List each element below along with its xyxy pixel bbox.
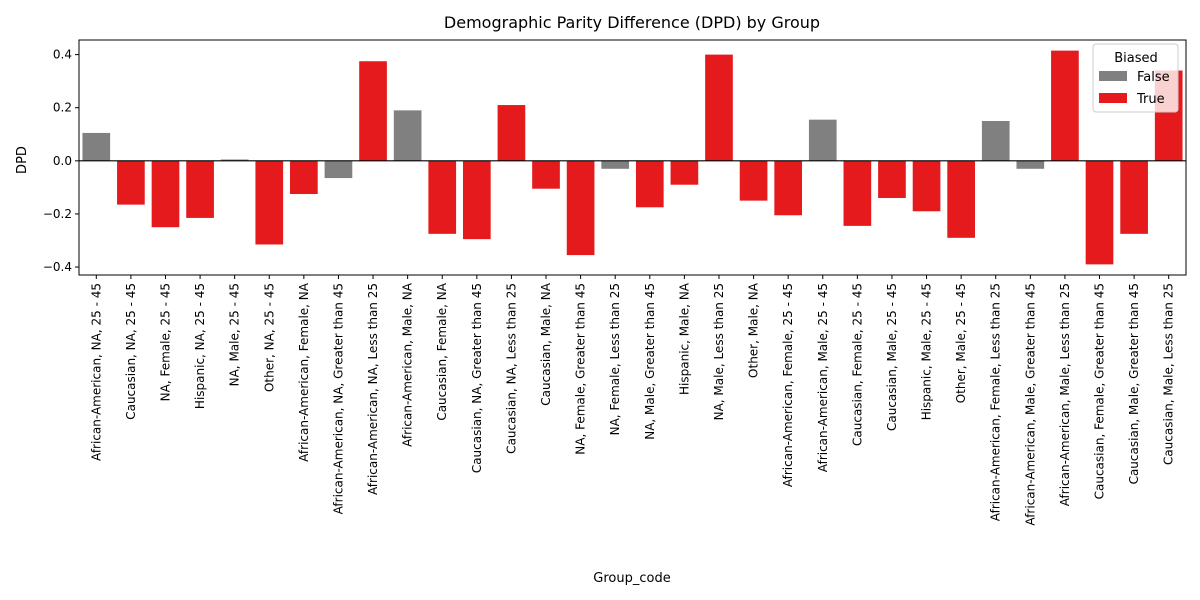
bar-10 — [428, 160, 457, 234]
y-tick-label: −0.2 — [43, 207, 72, 221]
bar-13 — [532, 160, 560, 189]
x-tick-label: NA, Male, 25 - 45 — [228, 283, 242, 386]
x-tick-label: Caucasian, Female, 25 - 45 — [850, 283, 864, 446]
bar-12 — [497, 105, 526, 161]
bar-2 — [151, 160, 180, 228]
x-tick-label: Caucasian, Male, Greater than 45 — [1127, 283, 1141, 484]
bar-15 — [601, 160, 630, 169]
bars-group — [82, 50, 1183, 265]
bar-27 — [1016, 160, 1045, 169]
y-tick-label: 0.0 — [53, 154, 72, 168]
x-tick-label: Caucasian, Male, 25 - 45 — [885, 283, 899, 431]
x-tick-label: African-American, Female, 25 - 45 — [781, 283, 795, 487]
x-tick-label: African-American, NA, 25 - 45 — [89, 283, 103, 461]
x-tick-label: Other, NA, 25 - 45 — [262, 283, 276, 392]
x-tick-label: Hispanic, Male, NA — [677, 282, 691, 395]
x-tick-label: Caucasian, NA, 25 - 45 — [124, 283, 138, 420]
bar-26 — [981, 120, 1010, 161]
x-tick-label: NA, Female, 25 - 45 — [158, 283, 172, 401]
x-tick-label: Caucasian, NA, Less than 25 — [504, 283, 518, 454]
x-axis: African-American, NA, 25 - 45 Caucasian, … — [89, 275, 1176, 526]
chart-title: Demographic Parity Difference (DPD) by G… — [444, 13, 820, 32]
x-tick-label: African-American, Male, Less than 25 — [1058, 283, 1072, 506]
plot-frame — [78, 39, 1187, 276]
bar-16 — [635, 160, 664, 208]
legend-swatch-true — [1099, 93, 1127, 103]
x-axis-title: Group_code — [593, 571, 670, 586]
bar-8 — [359, 61, 387, 161]
x-tick-label: Caucasian, NA, Greater than 45 — [470, 283, 484, 473]
legend-label-true: True — [1136, 92, 1165, 107]
x-tick-label: NA, Male, Less than 25 — [712, 283, 726, 420]
x-tick-label: Other, Male, 25 - 45 — [954, 283, 968, 403]
x-tick-label: African-American, Male, 25 - 45 — [816, 283, 830, 472]
y-axis-title: DPD — [15, 146, 30, 174]
legend: Biased False True — [1092, 43, 1179, 113]
bar-20 — [774, 160, 803, 216]
bar-24 — [912, 160, 941, 212]
x-tick-label: African-American, Female, NA — [297, 282, 311, 462]
bar-21 — [808, 119, 837, 161]
bar-17 — [670, 160, 699, 185]
y-tick-label: 0.2 — [53, 101, 72, 115]
bar-23 — [878, 160, 906, 198]
legend-swatch-false — [1099, 71, 1127, 81]
x-tick-label: African-American, NA, Less than 25 — [366, 283, 380, 495]
bar-9 — [393, 110, 422, 161]
x-tick-label: Caucasian, Male, Less than 25 — [1162, 283, 1176, 465]
bar-22 — [843, 160, 872, 226]
x-tick-label: Caucasian, Female, NA — [435, 282, 449, 420]
x-tick-label: Hispanic, Male, 25 - 45 — [920, 283, 934, 420]
legend-label-false: False — [1137, 70, 1170, 85]
x-tick-label: African-American, NA, Greater than 45 — [331, 283, 345, 514]
bar-3 — [186, 160, 214, 218]
bar-30 — [1120, 160, 1148, 234]
x-tick-label: NA, Male, Greater than 45 — [643, 283, 657, 440]
x-tick-label: NA, Female, Greater than 45 — [574, 283, 588, 455]
bar-28 — [1051, 50, 1079, 161]
bar-25 — [947, 160, 975, 238]
x-tick-label: Hispanic, NA, 25 - 45 — [193, 283, 207, 409]
x-tick-label: NA, Female, Less than 25 — [608, 283, 622, 435]
bar-11 — [462, 160, 491, 240]
x-tick-label: Caucasian, Male, NA — [539, 282, 553, 405]
legend-title: Biased — [1114, 51, 1158, 66]
bar-0 — [82, 132, 111, 161]
bar-14 — [566, 160, 595, 256]
x-tick-label: African-American, Female, Less than 25 — [989, 283, 1003, 521]
y-tick-label: 0.4 — [53, 48, 72, 62]
bar-18 — [705, 54, 733, 161]
x-tick-label: African-American, Male, NA — [401, 282, 415, 447]
bar-1 — [117, 160, 145, 205]
bar-19 — [739, 160, 768, 201]
y-axis: −0.4 −0.2 0.0 0.2 0.4 — [43, 48, 79, 274]
bar-29 — [1085, 160, 1114, 265]
bar-7 — [324, 160, 353, 179]
x-tick-label: Other, Male, NA — [747, 282, 761, 378]
x-tick-label: Caucasian, Female, Greater than 45 — [1093, 283, 1107, 499]
bar-5 — [255, 160, 284, 245]
x-tick-label: African-American, Male, Greater than 45 — [1023, 283, 1037, 526]
y-tick-label: −0.4 — [43, 260, 72, 274]
bar-6 — [290, 160, 318, 195]
bar-4 — [220, 159, 249, 161]
